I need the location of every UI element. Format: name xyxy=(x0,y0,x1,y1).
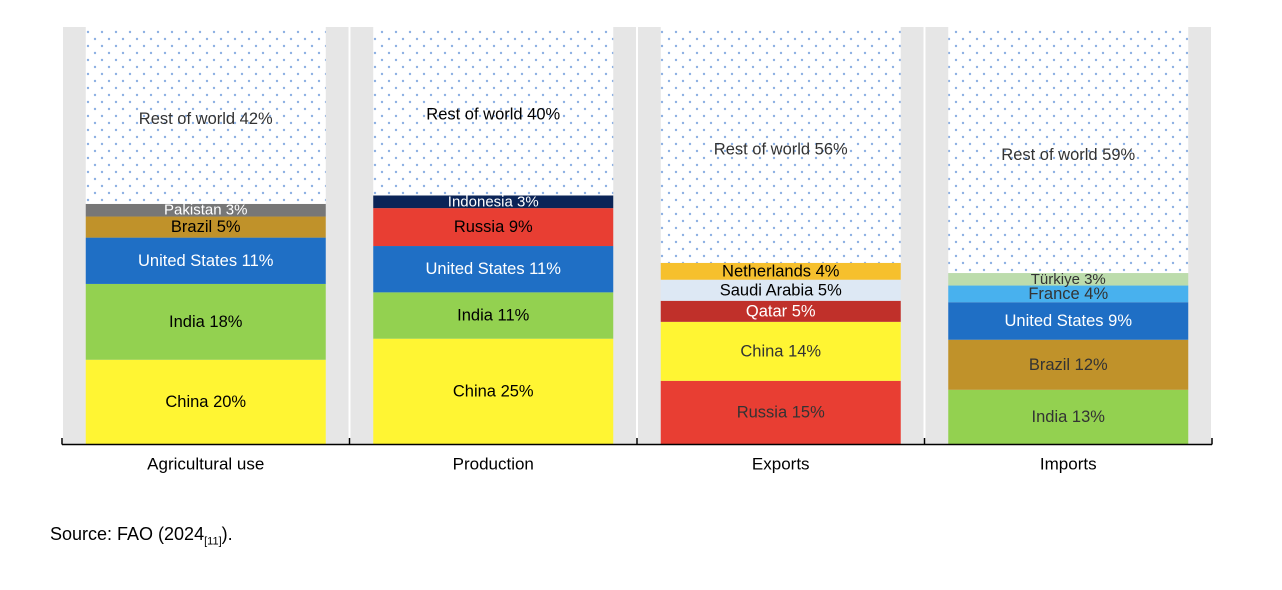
source-note: Source: FAO (2024[11]). xyxy=(50,524,233,548)
x-tick-label-imports: Imports xyxy=(1040,455,1097,474)
data-label-exports-russia: Russia 15% xyxy=(737,403,825,421)
data-label-imports-india: India 13% xyxy=(1032,408,1106,426)
x-tick-label-agricultural-use: Agricultural use xyxy=(147,455,264,474)
bar-segment-imports-t-rkiye xyxy=(948,273,1189,286)
data-label-imports-united-states: United States 9% xyxy=(1005,312,1133,330)
data-label-production-india: India 11% xyxy=(457,307,529,325)
bar-segment-production-russia xyxy=(373,208,614,247)
data-label-agricultural-use-united-states: United States 11% xyxy=(138,252,274,270)
data-label-exports-saudi-arabia: Saudi Arabia 5% xyxy=(720,281,842,299)
bar-segment-imports-france xyxy=(948,285,1189,303)
bar-segment-production-india xyxy=(373,292,614,339)
bar-segment-exports-qatar xyxy=(660,300,901,322)
source-reference: [11] xyxy=(204,535,222,548)
bar-segment-exports-rest-of-world xyxy=(660,27,901,263)
bar-segment-production-indonesia xyxy=(373,195,614,209)
source-text: Source: FAO (2024 xyxy=(50,524,205,544)
data-label-agricultural-use-pakistan: Pakistan 3% xyxy=(164,202,247,219)
bar-segment-agricultural-use-rest-of-world xyxy=(85,27,326,204)
bar-segment-agricultural-use-brazil xyxy=(85,216,326,238)
data-label-agricultural-use-india: India 18% xyxy=(169,313,243,331)
data-label-imports-france: France 4% xyxy=(1028,285,1108,303)
source-suffix: ). xyxy=(221,524,233,544)
data-label-exports-rest-of-world: Rest of world 56% xyxy=(714,141,848,159)
bar-segment-exports-russia xyxy=(660,380,901,444)
x-tick-label-production: Production xyxy=(453,455,534,474)
data-label-production-china: China 25% xyxy=(453,382,534,400)
bar-segment-agricultural-use-china xyxy=(85,359,326,444)
data-label-imports-rest-of-world: Rest of world 59% xyxy=(1001,146,1135,164)
data-label-agricultural-use-rest-of-world: Rest of world 42% xyxy=(139,110,273,128)
data-label-production-rest-of-world: Rest of world 40% xyxy=(426,106,560,124)
data-label-agricultural-use-china: China 20% xyxy=(165,393,246,411)
bar-segment-imports-rest-of-world xyxy=(948,27,1189,274)
bar-segment-production-rest-of-world xyxy=(373,27,614,196)
data-label-production-united-states: United States 11% xyxy=(426,260,562,278)
bar-segment-exports-china xyxy=(660,321,901,381)
bar-segment-production-united-states xyxy=(373,246,614,293)
bar-segment-exports-saudi-arabia xyxy=(660,279,901,301)
bar-segment-production-china xyxy=(373,338,614,444)
bar-segment-imports-united-states xyxy=(948,302,1189,340)
data-label-production-indonesia: Indonesia 3% xyxy=(448,193,539,210)
x-tick-label-exports: Exports xyxy=(752,455,810,474)
data-label-agricultural-use-brazil: Brazil 5% xyxy=(171,218,241,236)
bar-segment-imports-brazil xyxy=(948,339,1189,390)
bar-segment-imports-india xyxy=(948,389,1189,444)
data-label-exports-qatar: Qatar 5% xyxy=(746,302,816,320)
data-label-exports-china: China 14% xyxy=(740,342,821,360)
bar-segment-exports-netherlands xyxy=(660,262,901,280)
bar-segment-agricultural-use-united-states xyxy=(85,237,326,284)
bar-segment-agricultural-use-pakistan xyxy=(85,203,326,217)
bar-segment-agricultural-use-india xyxy=(85,283,326,360)
chart: China 20% India 18% United States 11% Brazi… xyxy=(61,27,1213,474)
data-label-imports-t-rkiye: Türkiye 3% xyxy=(1031,271,1106,288)
data-label-imports-brazil: Brazil 12% xyxy=(1029,356,1108,374)
data-label-exports-netherlands: Netherlands 4% xyxy=(722,262,840,280)
data-label-production-russia: Russia 9% xyxy=(454,218,533,236)
